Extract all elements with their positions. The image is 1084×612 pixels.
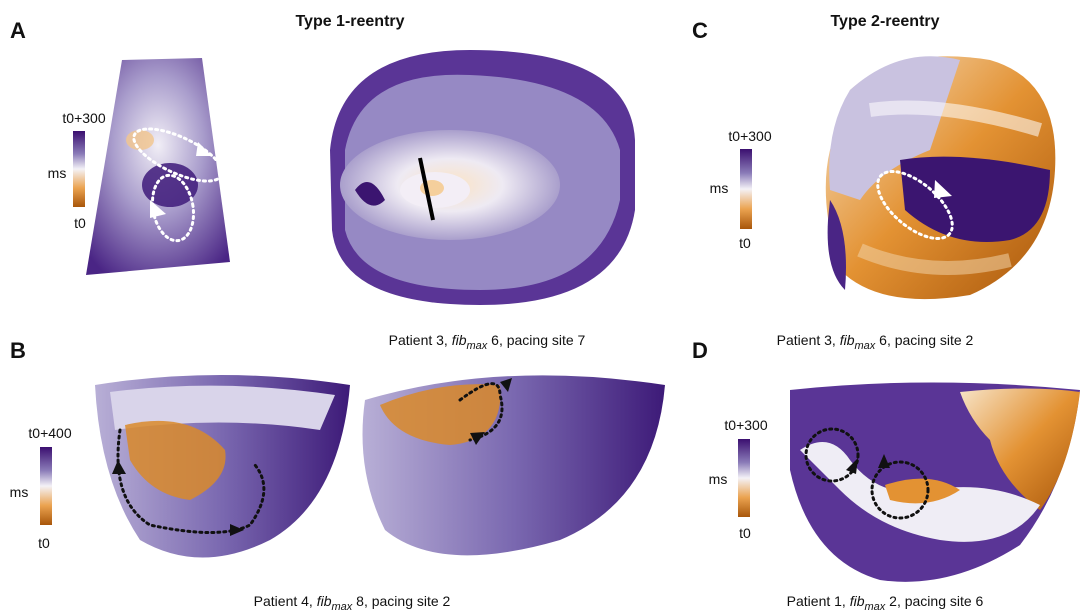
caption-text: Patient 4, xyxy=(254,593,317,609)
caption-italic: fib xyxy=(850,593,865,609)
colorbar-max: t0+300 xyxy=(724,417,767,433)
panel-label: D xyxy=(692,338,708,363)
colorbar-bar xyxy=(738,439,750,517)
colorbar-unit: ms xyxy=(710,180,729,196)
figure: A B C D Type 1-reentry Type 2-reentry t0… xyxy=(0,0,1084,612)
colorbar-unit: ms xyxy=(709,471,728,487)
caption-text: 6, pacing site 7 xyxy=(487,332,585,348)
colorbar: t0+300 ms t0 xyxy=(709,417,768,541)
colorbar-max: t0+300 xyxy=(62,110,105,126)
caption-italic: fib xyxy=(317,593,332,609)
caption-subscript: max xyxy=(855,340,876,352)
panel-label: A xyxy=(10,18,26,43)
heart-model xyxy=(330,50,635,305)
colorbar-min: t0 xyxy=(739,235,751,251)
colorbar: t0+400 ms t0 xyxy=(10,425,72,551)
colorbar-max: t0+400 xyxy=(28,425,71,441)
caption-subscript: max xyxy=(332,601,353,612)
panel-title: Type 1-reentry xyxy=(295,13,404,30)
panel-title: Type 2-reentry xyxy=(830,13,939,30)
caption-subscript: max xyxy=(865,601,886,612)
colorbar-bar xyxy=(73,131,85,207)
caption: Patient 4, fibmax 8, pacing site 2 xyxy=(254,593,451,612)
caption-text: 6, pacing site 2 xyxy=(875,332,973,348)
caption: Patient 3, fibmax 6, pacing site 2 xyxy=(777,332,974,352)
colorbar-unit: ms xyxy=(48,165,67,181)
colorbar-min: t0 xyxy=(739,525,751,541)
panel-label: C xyxy=(692,18,708,43)
caption-text: 8, pacing site 2 xyxy=(352,593,450,609)
colorbar: t0+300 ms t0 xyxy=(710,128,772,251)
colorbar-min: t0 xyxy=(74,215,86,231)
caption-italic: fib xyxy=(840,332,855,348)
heart-model xyxy=(790,383,1080,582)
colorbar-bar xyxy=(40,447,52,525)
tissue-slab xyxy=(86,58,230,275)
heart-model xyxy=(95,375,665,558)
colorbar-min: t0 xyxy=(38,535,50,551)
caption-text: 2, pacing site 6 xyxy=(885,593,983,609)
colorbar-unit: ms xyxy=(10,484,29,500)
caption: Patient 1, fibmax 2, pacing site 6 xyxy=(787,593,984,612)
panel-label: B xyxy=(10,338,26,363)
caption: Patient 3, fibmax 6, pacing site 7 xyxy=(389,332,586,352)
caption-italic: fib xyxy=(452,332,467,348)
colorbar-max: t0+300 xyxy=(728,128,771,144)
caption-text: Patient 3, xyxy=(777,332,840,348)
heart-model xyxy=(826,56,1056,299)
caption-subscript: max xyxy=(467,340,488,352)
colorbar-bar xyxy=(740,149,752,229)
caption-text: Patient 3, xyxy=(389,332,452,348)
caption-text: Patient 1, xyxy=(787,593,850,609)
